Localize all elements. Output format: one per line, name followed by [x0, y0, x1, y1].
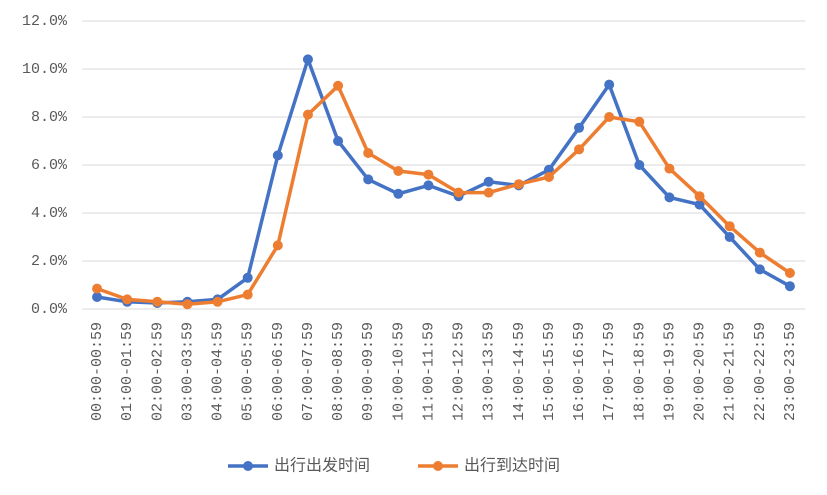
x-tick-label: 22:00-22:59 — [752, 322, 769, 421]
data-point — [333, 80, 344, 91]
y-tick-label: 6.0% — [31, 157, 68, 174]
data-point — [574, 144, 585, 155]
data-point — [212, 296, 223, 307]
x-tick-label: 19:00-19:59 — [661, 322, 678, 421]
y-tick-label: 4.0% — [31, 205, 68, 222]
x-tick-label: 16:00-16:59 — [571, 322, 588, 421]
x-tick-label: 11:00-11:59 — [420, 322, 437, 421]
legend-label: 出行出发时间 — [274, 456, 370, 475]
data-point — [333, 136, 344, 146]
data-point — [453, 187, 464, 198]
data-point — [423, 180, 434, 191]
x-tick-label: 10:00-10:59 — [390, 322, 407, 421]
data-point — [182, 299, 193, 310]
y-tick-label: 0.0% — [31, 301, 68, 318]
x-tick-label: 05:00-05:59 — [240, 322, 257, 421]
data-point — [363, 148, 374, 158]
data-point — [543, 164, 554, 175]
data-point — [393, 166, 404, 176]
data-point — [634, 116, 645, 127]
x-tick-label: 00:00-00:59 — [89, 322, 106, 421]
data-point — [604, 79, 615, 90]
x-tick-label: 07:00-07:59 — [300, 322, 317, 421]
y-tick-label: 8.0% — [31, 109, 68, 126]
data-point — [513, 179, 524, 190]
data-point — [423, 169, 434, 180]
data-point — [724, 232, 735, 242]
y-tick-label: 2.0% — [31, 253, 68, 270]
data-point — [92, 292, 103, 302]
x-tick-label: 14:00-14:59 — [511, 322, 528, 421]
y-tick-label: 10.0% — [22, 61, 68, 78]
data-point — [242, 272, 253, 283]
x-tick-label: 01:00-01:59 — [119, 322, 136, 421]
x-tick-label: 13:00-13:59 — [481, 322, 498, 421]
data-point — [784, 281, 795, 292]
data-point — [754, 247, 765, 258]
data-point — [483, 176, 494, 187]
data-point — [664, 163, 675, 174]
x-tick-label: 15:00-15:59 — [541, 322, 558, 421]
x-tick-label: 02:00-02:59 — [149, 322, 166, 421]
data-point — [242, 289, 253, 300]
series-line — [96, 57, 791, 305]
data-point — [272, 150, 283, 161]
x-tick-label: 12:00-12:59 — [451, 322, 468, 421]
x-tick-label: 17:00-17:59 — [601, 322, 618, 421]
legend-marker — [243, 461, 253, 471]
x-tick-label: 21:00-21:59 — [722, 322, 739, 421]
data-point — [634, 160, 645, 170]
data-point — [694, 199, 705, 210]
legend-marker — [433, 461, 443, 471]
data-point — [302, 109, 313, 120]
y-tick-label: 12.0% — [22, 13, 68, 30]
data-point — [393, 188, 404, 199]
x-tick-label: 23:00-23:59 — [782, 322, 799, 421]
data-point — [92, 283, 103, 294]
data-point — [152, 296, 163, 307]
data-point — [483, 187, 494, 198]
data-point — [724, 221, 735, 232]
x-tick-label: 08:00-08:59 — [330, 322, 347, 421]
x-tick-label: 03:00-03:59 — [179, 322, 196, 421]
legend-label: 出行到达时间 — [464, 456, 560, 475]
x-tick-label: 04:00-04:59 — [210, 322, 227, 421]
x-tick-label: 06:00-06:59 — [270, 322, 287, 421]
data-point — [694, 191, 705, 202]
data-point — [543, 172, 554, 182]
data-point — [574, 122, 585, 133]
data-point — [272, 240, 283, 251]
x-tick-label: 09:00-09:59 — [360, 322, 377, 421]
data-point — [754, 264, 765, 275]
data-point — [664, 192, 675, 203]
data-point — [302, 54, 313, 65]
x-tick-label: 20:00-20:59 — [692, 322, 709, 421]
data-point — [784, 268, 795, 278]
data-point — [604, 112, 615, 122]
x-tick-label: 18:00-18:59 — [631, 322, 648, 421]
data-point — [363, 174, 374, 185]
series-line — [96, 84, 791, 306]
legend: 出行出发时间 出行到达时间 — [228, 456, 560, 475]
data-point — [122, 294, 133, 305]
